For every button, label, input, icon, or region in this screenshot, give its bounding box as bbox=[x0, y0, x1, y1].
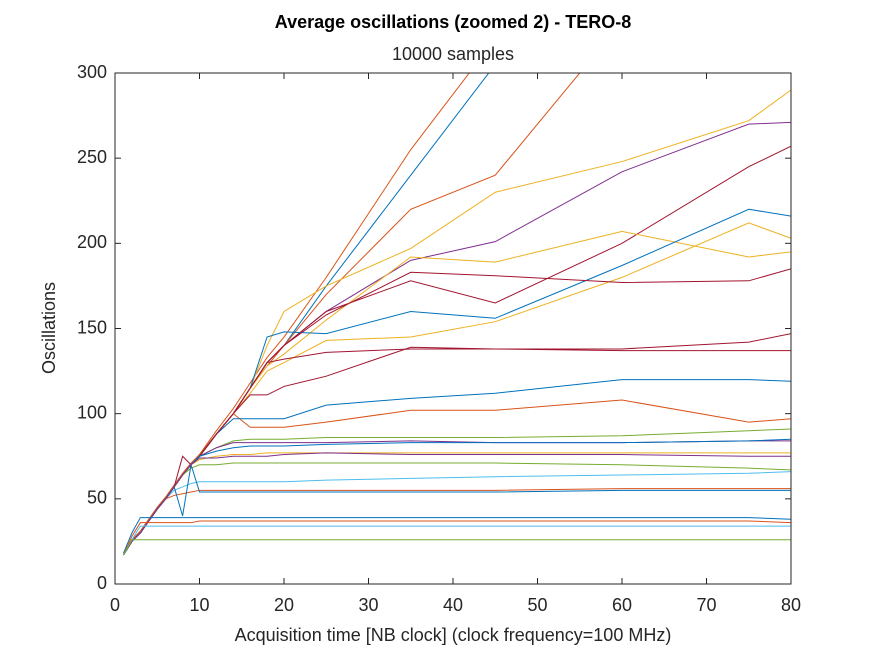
y-tick-label: 300 bbox=[77, 62, 107, 82]
series-line bbox=[123, 539, 791, 556]
y-tick-label: 100 bbox=[77, 402, 107, 422]
x-tick-label: 70 bbox=[696, 595, 716, 615]
y-axis-label: Oscillations bbox=[39, 282, 59, 374]
x-tick-label: 60 bbox=[612, 595, 632, 615]
plot-area bbox=[122, 73, 791, 584]
x-tick-label: 50 bbox=[527, 595, 547, 615]
y-tick-label: 200 bbox=[77, 232, 107, 252]
x-tick-label: 0 bbox=[110, 595, 120, 615]
y-tick-label: 250 bbox=[77, 147, 107, 167]
series-line bbox=[122, 520, 791, 556]
x-axis-label: Acquisition time [NB clock] (clock frequ… bbox=[235, 625, 672, 645]
chart-subtitle: 10000 samples bbox=[392, 44, 514, 64]
series-line bbox=[123, 452, 791, 556]
y-tick-label: 0 bbox=[97, 573, 107, 593]
x-tick-label: 10 bbox=[189, 595, 209, 615]
series-line bbox=[122, 517, 791, 554]
series-line bbox=[123, 525, 791, 556]
y-tick-label: 50 bbox=[87, 488, 107, 508]
x-tick-label: 80 bbox=[781, 595, 801, 615]
x-tick-label: 40 bbox=[443, 595, 463, 615]
y-tick-label: 150 bbox=[77, 317, 107, 337]
x-tick-label: 20 bbox=[274, 595, 294, 615]
x-tick-label: 30 bbox=[358, 595, 378, 615]
chart-title: Average oscillations (zoomed 2) - TERO-8 bbox=[275, 12, 631, 32]
